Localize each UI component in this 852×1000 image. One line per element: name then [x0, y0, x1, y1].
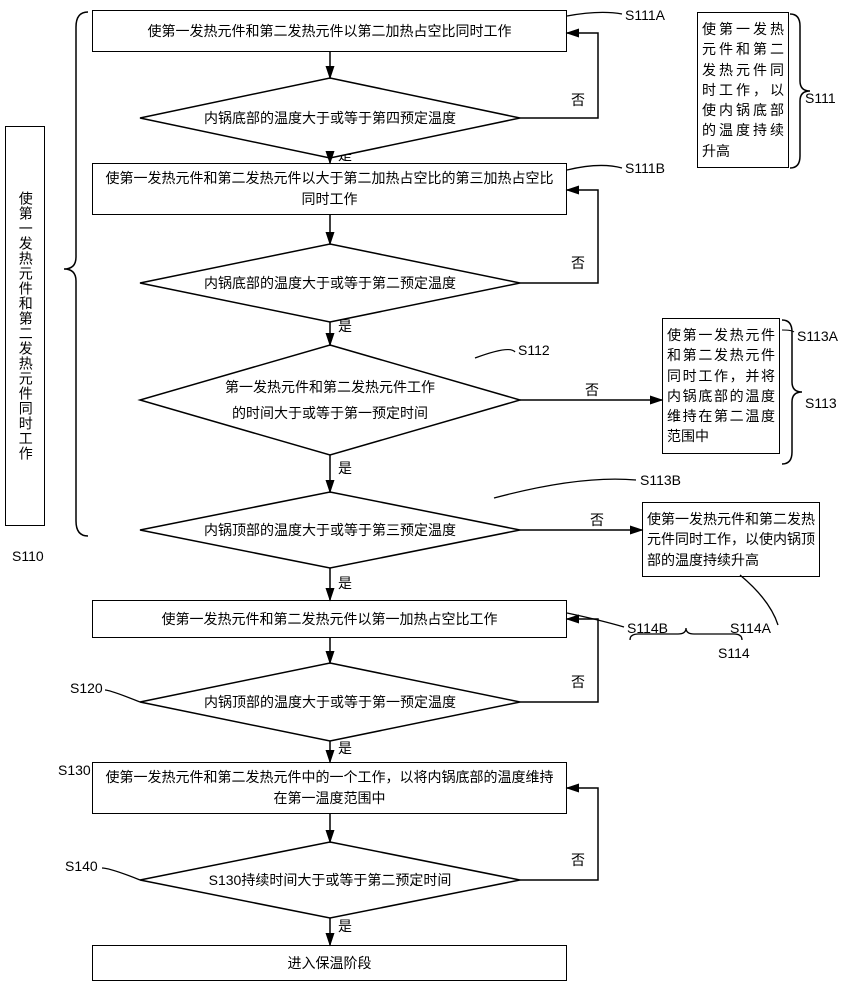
box-text: 使第一发热元件和第二发热元件中的一个工作，以将内锅底部的温度维持在第一温度范围中 [99, 767, 560, 809]
svg-text:的时间大于或等于第一预定时间: 的时间大于或等于第一预定时间 [232, 405, 428, 421]
box-text: 使第一发热元件和第二发热元件以第一加热占空比工作 [162, 609, 498, 630]
label-s113b: S113B [640, 472, 681, 488]
label-s111b: S111B [625, 160, 665, 176]
box-text: 进入保温阶段 [288, 953, 372, 974]
no-d1: 否 [571, 90, 585, 110]
label-s140: S140 [65, 858, 98, 874]
label-s113: S113 [805, 395, 837, 411]
yes-d6: 是 [338, 916, 352, 936]
box-s114b: 使第一发热元件和第二发热元件以第一加热占空比工作 [92, 600, 567, 638]
diamond-d1 [140, 78, 520, 158]
label-s114a: S114A [730, 620, 771, 636]
yes-d2: 是 [338, 316, 352, 336]
note-s114a: 使第一发热元件和第二发热元件同时工作，以使内锅顶部的温度持续升高 [642, 502, 820, 577]
diamond-d5 [140, 663, 520, 741]
no-d4: 否 [590, 510, 604, 530]
svg-text:第一发热元件和第二发热元件工作: 第一发热元件和第二发热元件工作 [225, 379, 435, 395]
label-s114: S114 [718, 645, 750, 661]
label-s120: S120 [70, 680, 103, 696]
label-s110: S110 [12, 548, 44, 564]
yes-d5: 是 [338, 738, 352, 758]
left-side-box: 使第一发热元件和第二发热元件同时工作 [5, 126, 45, 526]
label-s112: S112 [518, 342, 550, 358]
diamond-d4 [140, 492, 520, 568]
no-d6: 否 [571, 850, 585, 870]
label-s113a: S113A [797, 328, 838, 344]
box-s130: 使第一发热元件和第二发热元件中的一个工作，以将内锅底部的温度维持在第一温度范围中 [92, 762, 567, 814]
d6-text: S130持续时间大于或等于第二预定时间 [209, 872, 452, 888]
yes-d1: 是 [338, 145, 352, 165]
box-final: 进入保温阶段 [92, 945, 567, 981]
note-text: 使第一发热元件和第二发热元件同时工作，以使内锅顶部的温度持续升高 [647, 511, 815, 568]
d4-text: 内锅顶部的温度大于或等于第三预定温度 [204, 522, 456, 538]
d5-text: 内锅顶部的温度大于或等于第一预定温度 [204, 694, 456, 710]
note-text: 使第一发热元件和第二发热元件同时工作，以使内锅底部的温度持续升高 [702, 21, 784, 159]
label-s111: S111 [805, 90, 836, 106]
diamond-d3 [140, 345, 520, 455]
label-s114b: S114B [627, 620, 668, 636]
note-s113a: 使第一发热元件和第二发热元件同时工作，并将内锅底部的温度维持在第二温度范围中 [662, 318, 780, 454]
box-text: 使第一发热元件和第二发热元件以大于第二加热占空比的第三加热占空比同时工作 [99, 168, 560, 210]
diamond-d2 [140, 244, 520, 322]
note-s111: 使第一发热元件和第二发热元件同时工作，以使内锅底部的温度持续升高 [697, 12, 789, 168]
d1-text: 内锅底部的温度大于或等于第四预定温度 [204, 110, 456, 126]
diamond-d6 [140, 842, 520, 918]
left-side-text: 使第一发热元件和第二发热元件同时工作 [15, 191, 35, 461]
yes-d4: 是 [338, 573, 352, 593]
no-d3: 否 [585, 380, 599, 400]
note-text: 使第一发热元件和第二发热元件同时工作，并将内锅底部的温度维持在第二温度范围中 [667, 327, 775, 444]
yes-d3: 是 [338, 458, 352, 478]
label-s130: S130 [58, 762, 91, 778]
d2-text: 内锅底部的温度大于或等于第二预定温度 [204, 275, 456, 291]
box-s111b: 使第一发热元件和第二发热元件以大于第二加热占空比的第三加热占空比同时工作 [92, 163, 567, 215]
no-d5: 否 [571, 672, 585, 692]
box-text: 使第一发热元件和第二发热元件以第二加热占空比同时工作 [148, 21, 512, 42]
label-s111a: S111A [625, 7, 665, 23]
box-s111a: 使第一发热元件和第二发热元件以第二加热占空比同时工作 [92, 10, 567, 52]
no-d2: 否 [571, 253, 585, 273]
